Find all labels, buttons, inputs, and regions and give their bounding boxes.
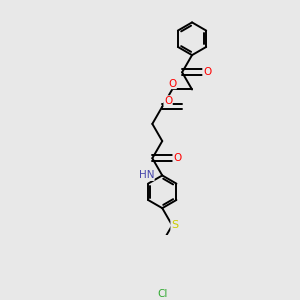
Text: O: O bbox=[168, 79, 176, 88]
Text: HN: HN bbox=[139, 170, 154, 180]
Text: O: O bbox=[203, 67, 211, 77]
Text: S: S bbox=[171, 220, 178, 230]
Text: O: O bbox=[164, 96, 172, 106]
Text: Cl: Cl bbox=[157, 289, 167, 299]
Text: O: O bbox=[173, 153, 182, 163]
